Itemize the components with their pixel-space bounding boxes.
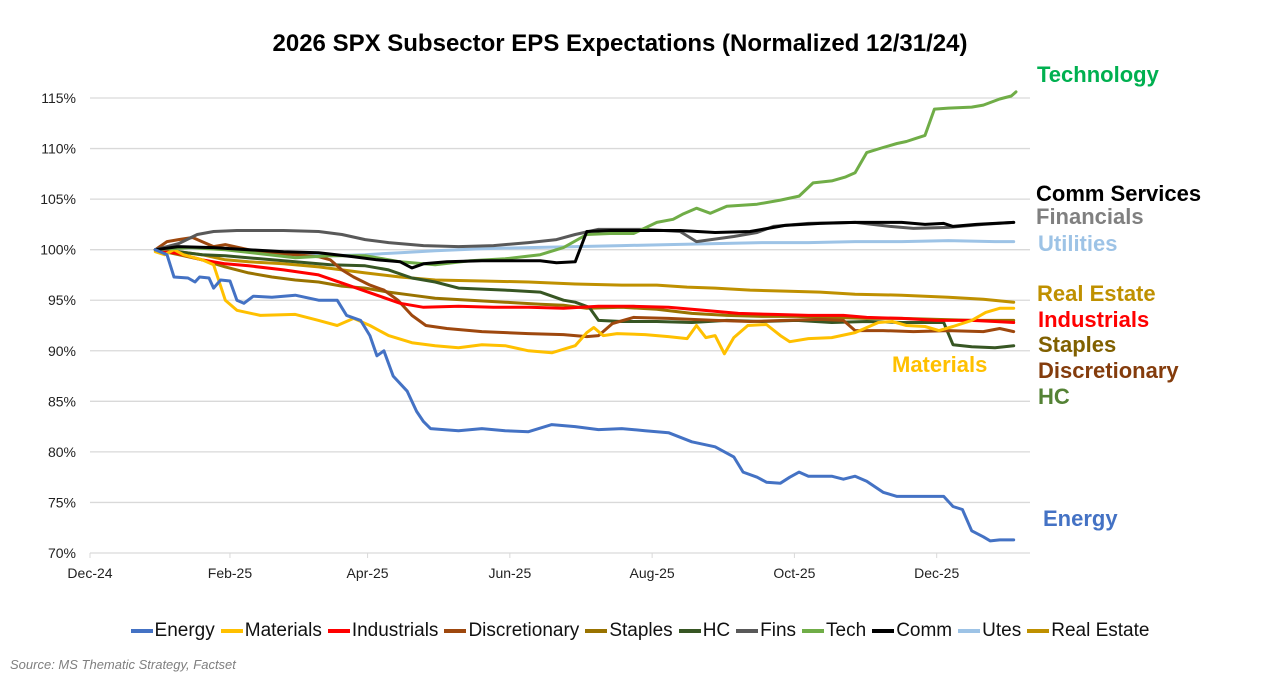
x-tick-label: Dec-24 (67, 565, 112, 581)
legend-item-comm: Comm (872, 620, 952, 642)
legend-item-utes: Utes (958, 620, 1021, 642)
y-tick-label: 95% (48, 292, 76, 308)
y-tick-label: 100% (40, 242, 76, 258)
legend-swatch (130, 629, 153, 633)
legend-item-materials: Materials (220, 620, 322, 642)
source-note: Source: MS Thematic Strategy, Factset (10, 657, 236, 672)
legend-label: Materials (244, 620, 322, 641)
legend-swatch (736, 629, 759, 633)
series-line-industrials (153, 248, 1016, 324)
legend-swatch (802, 629, 825, 633)
end-label-real-estate: Real Estate (1037, 281, 1156, 306)
end-label-tech: Technology (1037, 62, 1160, 87)
legend-swatch (585, 629, 608, 633)
legend-label: HC (702, 620, 731, 641)
end-label-comm: Comm Services (1036, 181, 1201, 206)
legend-item-hc: HC (678, 620, 731, 642)
legend-item-energy: Energy (130, 620, 215, 642)
end-label-utes: Utilities (1038, 231, 1117, 256)
series-line-materials (153, 248, 1016, 356)
legend-swatch (1027, 629, 1050, 633)
x-tick-label: Apr-25 (347, 565, 389, 581)
x-tick-label: Oct-25 (773, 565, 815, 581)
legend-label: Staples (609, 620, 673, 641)
legend-label: Utes (982, 620, 1022, 641)
series-line-energy (153, 248, 1016, 543)
legend-swatch (220, 629, 243, 633)
y-tick-label: 70% (48, 545, 76, 561)
legend-label: Real Estate (1051, 620, 1150, 641)
y-tick-label: 105% (40, 191, 76, 207)
y-axis-ticks: 70% 75% 80% 85% 90% 95% 100% 105% 110% 115% (40, 90, 76, 561)
legend-item-staples: Staples (585, 620, 673, 642)
legend-label: Industrials (351, 620, 439, 641)
legend-label: Comm (896, 620, 953, 641)
y-tick-label: 80% (48, 444, 76, 460)
y-tick-label: 90% (48, 343, 76, 359)
series-line-staples (153, 248, 1016, 322)
y-tick-label: 75% (48, 494, 76, 510)
chart-title: 2026 SPX Subsector EPS Expectations (Nor… (272, 30, 968, 57)
series-line-comm (153, 220, 1016, 270)
x-tick-label: Dec-25 (914, 565, 959, 581)
series-line-discretionary (153, 236, 1016, 339)
y-tick-label: 85% (48, 393, 76, 409)
gridlines (90, 97, 1030, 554)
series-end-labels: Energy Materials Industrials DiscretionaryS… (892, 62, 1201, 531)
end-label-hc: HC (1038, 384, 1070, 409)
legend-label: Tech (826, 620, 867, 641)
legend-swatch (444, 629, 467, 633)
series-line-tech (153, 90, 1018, 267)
x-axis-ticks: Dec-24 Feb-25 Apr-25 Jun-25 Aug-25 Oct-25 Dec-… (67, 553, 959, 581)
legend-item-industrials: Industrials (327, 620, 439, 642)
legend: Energy Materials Industrials Discretionary S… (0, 620, 1280, 642)
end-label-fins: Financials (1036, 204, 1144, 229)
end-label-energy: Energy (1043, 506, 1118, 531)
x-tick-label: Jun-25 (488, 565, 531, 581)
x-tick-label: Aug-25 (630, 565, 675, 581)
end-label-discretionary: Discretionary (1038, 358, 1179, 383)
series-lines (153, 90, 1018, 543)
legend-swatch (958, 629, 981, 633)
line-chart: 70% 75% 80% 85% 90% 95% 100% 105% 110% 115% Dec-2… (40, 62, 1201, 581)
legend-swatch (872, 629, 895, 633)
legend-item-tech: Tech (802, 620, 866, 642)
legend-swatch (678, 629, 701, 633)
x-tick-label: Feb-25 (208, 565, 253, 581)
end-label-staples: Staples (1038, 332, 1116, 357)
legend-label: Discretionary (468, 620, 580, 641)
legend-item-real-estate: Real Estate (1027, 620, 1149, 642)
legend-item-discretionary: Discretionary (444, 620, 579, 642)
legend-label: Energy (154, 620, 215, 641)
legend-swatch (327, 629, 350, 633)
y-tick-label: 110% (41, 141, 76, 157)
series-line-real-estate (153, 248, 1016, 304)
legend-item-fins: Fins (736, 620, 796, 642)
y-tick-label: 115% (41, 90, 76, 106)
end-label-industrials: Industrials (1038, 307, 1149, 332)
end-label-materials: Materials (892, 352, 987, 377)
legend-label: Fins (760, 620, 797, 641)
